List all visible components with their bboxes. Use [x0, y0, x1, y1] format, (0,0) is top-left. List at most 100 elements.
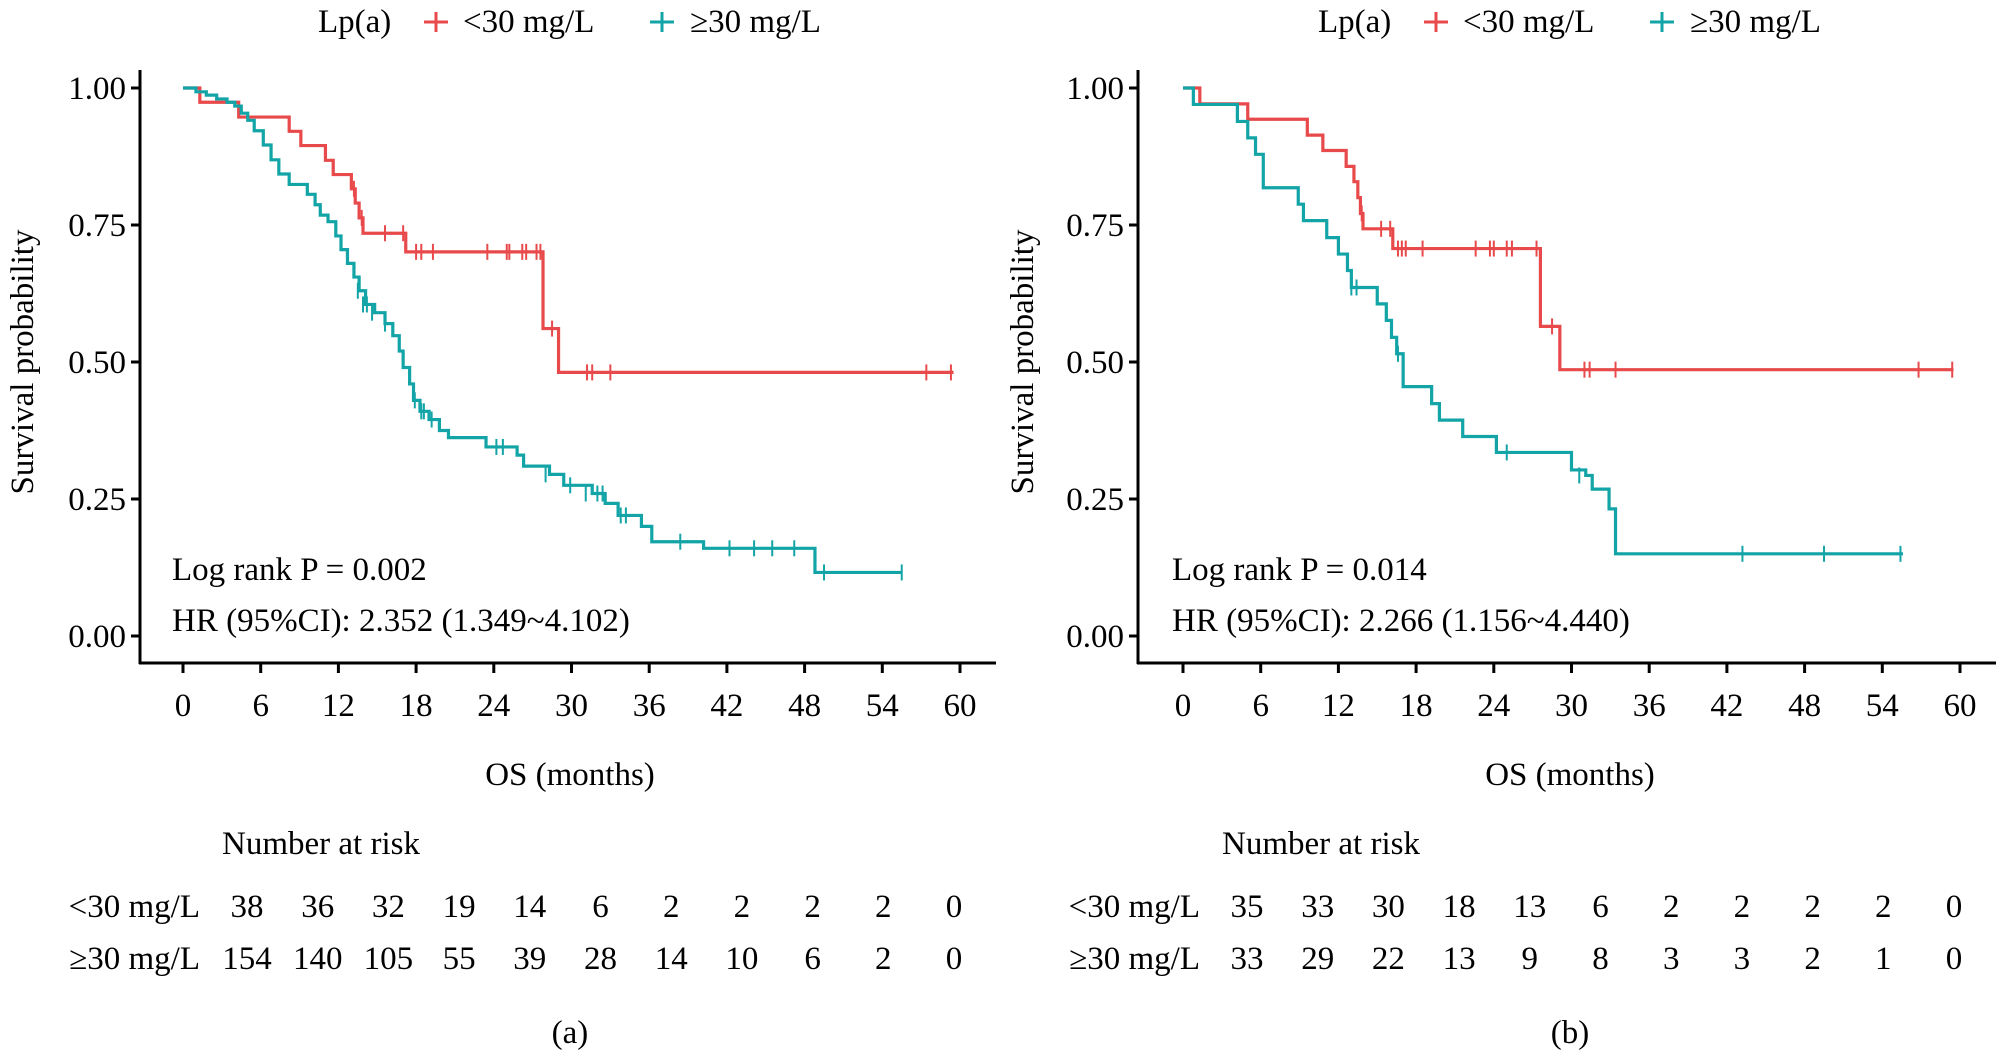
hr-annotation: HR (95%CI): 2.352 (1.349~4.102) [172, 603, 630, 639]
risk-cell: 30 [1372, 889, 1405, 925]
risk-cell: 2 [875, 941, 892, 977]
x-axis-title: OS (months) [485, 757, 655, 793]
logrank-annotation: Log rank P = 0.014 [1172, 552, 1427, 588]
risk-cell: 3 [1734, 941, 1751, 977]
risk-cell: 18 [1443, 889, 1476, 925]
risk-cell: 1 [1875, 941, 1892, 977]
risk-cell: 6 [804, 941, 821, 977]
risk-table: Number at risk <30 mg/L ≥30 mg/L 38 36 32 1… [69, 826, 963, 977]
logrank-annotation: Log rank P = 0.002 [172, 552, 427, 588]
risk-cell: 2 [1804, 941, 1821, 977]
risk-cell: 154 [222, 941, 272, 977]
x-tick-label: 36 [1633, 688, 1666, 724]
x-tick-label: 6 [252, 688, 269, 724]
risk-cell: 3 [1663, 941, 1680, 977]
risk-cell: 0 [1946, 941, 1963, 977]
risk-cell: 2 [875, 889, 892, 925]
legend-marker-low [1424, 12, 1448, 32]
x-tick-label: 30 [1555, 688, 1588, 724]
x-tick-label: 12 [1322, 688, 1355, 724]
x-tick-label: 48 [1788, 688, 1821, 724]
risk-table-title: Number at risk [1222, 826, 1420, 862]
panel-label: (a) [552, 1015, 589, 1051]
risk-cell: 0 [1946, 889, 1963, 925]
risk-cell: 22 [1372, 941, 1405, 977]
risk-row-label-low: <30 mg/L [69, 889, 200, 925]
legend-label-high: ≥30 mg/L [1690, 4, 1821, 40]
risk-cell: 6 [1592, 889, 1609, 925]
survival-curve-high [1183, 86, 1904, 556]
risk-cell: 39 [513, 941, 546, 977]
survival-curve-low [183, 86, 954, 375]
risk-cell: 9 [1522, 941, 1539, 977]
x-tick-label: 18 [1400, 688, 1433, 724]
x-tick-label: 30 [555, 688, 588, 724]
legend-title: Lp(a) [1318, 4, 1391, 40]
x-tick-label: 12 [322, 688, 355, 724]
risk-cell: 2 [1875, 889, 1892, 925]
risk-cell: 10 [725, 941, 758, 977]
risk-table-title: Number at risk [222, 826, 420, 862]
x-ticks: 0 6 12 18 24 30 36 42 48 54 60 [175, 663, 977, 724]
x-axis-title: OS (months) [1485, 757, 1655, 793]
y-ticks: 0.00 0.25 0.50 0.75 1.00 [1066, 71, 1138, 655]
x-tick-label: 54 [1866, 688, 1899, 724]
y-tick-label: 1.00 [68, 71, 126, 107]
x-tick-label: 0 [175, 688, 192, 724]
x-tick-label: 36 [633, 688, 666, 724]
risk-cell: 2 [1804, 889, 1821, 925]
y-axis-title: Survival probability [5, 229, 41, 494]
risk-row-label-high: ≥30 mg/L [69, 941, 200, 977]
risk-cell: 14 [655, 941, 688, 977]
y-tick-label: 0.25 [68, 482, 126, 518]
x-tick-label: 60 [1944, 688, 1977, 724]
risk-cell: 33 [1231, 941, 1264, 977]
risk-cell: 140 [293, 941, 343, 977]
risk-cell: 13 [1443, 941, 1476, 977]
risk-cell: 29 [1301, 941, 1334, 977]
risk-cell: 2 [734, 889, 751, 925]
survival-curve-low [1183, 86, 1954, 372]
risk-cell: 6 [592, 889, 609, 925]
x-tick-label: 0 [1175, 688, 1192, 724]
y-tick-label: 0.50 [68, 345, 126, 381]
risk-cell: 2 [1663, 889, 1680, 925]
risk-cell: 105 [364, 941, 414, 977]
legend-title: Lp(a) [318, 4, 391, 40]
y-tick-label: 0.25 [1066, 482, 1124, 518]
risk-row-label-high: ≥30 mg/L [1069, 941, 1200, 977]
risk-cell: 14 [513, 889, 546, 925]
y-tick-label: 1.00 [1066, 71, 1124, 107]
risk-cell: 2 [1734, 889, 1751, 925]
risk-cell: 2 [804, 889, 821, 925]
panel-b: Lp(a) <30 mg/L ≥30 mg/L Survival probabi… [1005, 4, 1996, 1051]
y-ticks: 0.00 0.25 0.50 0.75 1.00 [68, 71, 140, 655]
risk-cells: 38 36 32 19 14 6 2 2 2 2 0 154 140 105 55 39 28 14 10 6 2 0 [222, 889, 962, 977]
x-tick-label: 54 [866, 688, 899, 724]
risk-cell: 38 [231, 889, 264, 925]
risk-cell: 13 [1513, 889, 1546, 925]
legend: Lp(a) <30 mg/L ≥30 mg/L [318, 4, 821, 40]
risk-cells: 35 33 30 18 13 6 2 2 2 2 033 29 22 13 9 8 3 3 2 1 0 [1231, 889, 1963, 977]
x-tick-label: 6 [1252, 688, 1269, 724]
legend-label-low: <30 mg/L [1463, 4, 1594, 40]
y-tick-label: 0.75 [1066, 208, 1124, 244]
y-axis-title: Survival probability [1005, 229, 1041, 494]
risk-cell: 35 [1231, 889, 1264, 925]
risk-row-label-low: <30 mg/L [1069, 889, 1200, 925]
survival-curves [1183, 86, 1954, 562]
hr-annotation: HR (95%CI): 2.266 (1.156~4.440) [1172, 603, 1630, 639]
legend-label-low: <30 mg/L [463, 4, 594, 40]
x-tick-label: 18 [400, 688, 433, 724]
x-tick-label: 24 [1477, 688, 1510, 724]
panel-a: Lp(a) <30 mg/L ≥30 mg/L Survival probabi… [5, 4, 996, 1051]
survival-curve-high [183, 86, 902, 575]
legend-marker-high [650, 12, 674, 32]
panel-label: (b) [1551, 1015, 1589, 1051]
risk-cell: 33 [1301, 889, 1334, 925]
risk-cell: 28 [584, 941, 617, 977]
y-tick-label: 0.50 [1066, 345, 1124, 381]
legend: Lp(a) <30 mg/L ≥30 mg/L [1318, 4, 1821, 40]
x-ticks: 0 6 12 18 24 30 36 42 48 54 60 [1175, 663, 1977, 724]
